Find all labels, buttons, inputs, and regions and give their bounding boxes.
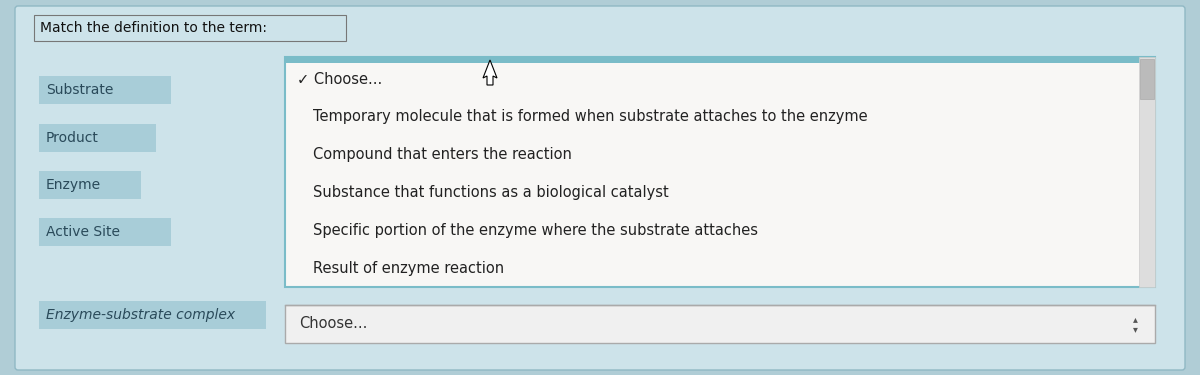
Text: Enzyme: Enzyme — [46, 178, 101, 192]
Text: Match the definition to the term:: Match the definition to the term: — [40, 21, 266, 35]
Text: Substrate: Substrate — [46, 83, 113, 97]
FancyBboxPatch shape — [38, 218, 172, 246]
Text: Substance that functions as a biological catalyst: Substance that functions as a biological… — [313, 186, 668, 201]
Text: ✓ Choose...: ✓ Choose... — [298, 72, 383, 87]
FancyBboxPatch shape — [38, 76, 172, 104]
Text: Compound that enters the reaction: Compound that enters the reaction — [313, 147, 572, 162]
FancyBboxPatch shape — [14, 6, 1186, 370]
FancyBboxPatch shape — [38, 171, 142, 199]
FancyBboxPatch shape — [286, 57, 1154, 287]
Text: Result of enzyme reaction: Result of enzyme reaction — [313, 261, 504, 276]
Text: Product: Product — [46, 131, 98, 145]
Text: ▴
▾: ▴ ▾ — [1133, 314, 1138, 334]
Text: Temporary molecule that is formed when substrate attaches to the enzyme: Temporary molecule that is formed when s… — [313, 110, 868, 125]
Text: Choose...: Choose... — [299, 316, 367, 332]
FancyBboxPatch shape — [38, 301, 266, 329]
Polygon shape — [482, 60, 497, 85]
Text: Specific portion of the enzyme where the substrate attaches: Specific portion of the enzyme where the… — [313, 224, 758, 238]
FancyBboxPatch shape — [286, 305, 1154, 343]
FancyBboxPatch shape — [286, 57, 1154, 63]
FancyBboxPatch shape — [1140, 59, 1154, 99]
Text: Enzyme-substrate complex: Enzyme-substrate complex — [46, 308, 235, 322]
FancyBboxPatch shape — [38, 124, 156, 152]
FancyBboxPatch shape — [34, 15, 346, 41]
FancyBboxPatch shape — [1139, 57, 1154, 287]
Text: Active Site: Active Site — [46, 225, 120, 239]
